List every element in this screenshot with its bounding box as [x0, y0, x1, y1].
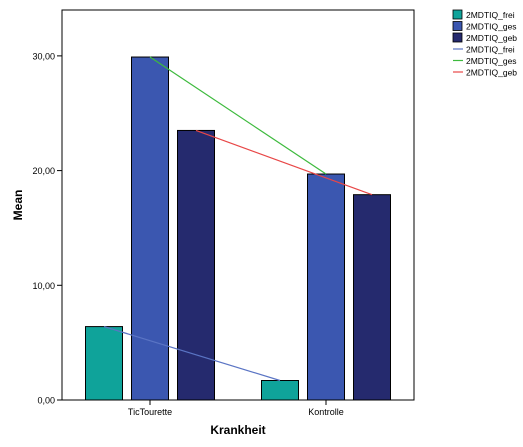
y-tick-label: 10,00: [32, 281, 55, 291]
bar-2mdtiq-frei-kontrolle: [261, 380, 299, 401]
legend-swatch: [452, 32, 463, 43]
axes-layer: 0,00 10,00 20,00 30,00 TicTourette Kontrolle: [32, 51, 343, 417]
legend-label: 2MDTIQ_frei: [466, 45, 515, 55]
line-2mdtiq-geb: [195, 129, 373, 196]
x-axis-title: Krankheit: [210, 423, 265, 437]
legend: 2MDTIQ_frei2MDTIQ_ges2MDTIQ_geb2MDTIQ_fr…: [452, 9, 517, 78]
bar-2mdtiq-geb-tictourette: [177, 129, 215, 401]
line-2mdtiq-ges: [149, 56, 327, 175]
legend-swatch: [452, 9, 463, 20]
y-axis-title: Mean: [11, 190, 25, 221]
y-tick-label: 30,00: [32, 51, 55, 61]
legend-label: 2MDTIQ_geb: [466, 68, 517, 78]
y-tick-label: 0,00: [37, 396, 55, 406]
legend-swatch: [452, 21, 463, 31]
legend-label: 2MDTIQ_geb: [466, 33, 517, 43]
bar-2mdtiq-geb-kontrolle: [353, 194, 391, 401]
legend-label: 2MDTIQ_ges: [466, 22, 517, 32]
x-tick-label: Kontrolle: [308, 407, 344, 417]
lines-layer: [103, 56, 373, 382]
bars-layer: [85, 56, 391, 401]
y-tick-label: 20,00: [32, 166, 55, 176]
bar-2mdtiq-ges-tictourette: [131, 56, 169, 401]
bar-2mdtiq-ges-kontrolle: [307, 173, 345, 401]
bar-2mdtiq-frei-tictourette: [85, 326, 123, 401]
line-2mdtiq-frei: [103, 326, 281, 382]
legend-label: 2MDTIQ_ges: [466, 56, 517, 66]
x-tick-label: TicTourette: [128, 407, 172, 417]
legend-label: 2MDTIQ_frei: [466, 10, 515, 20]
